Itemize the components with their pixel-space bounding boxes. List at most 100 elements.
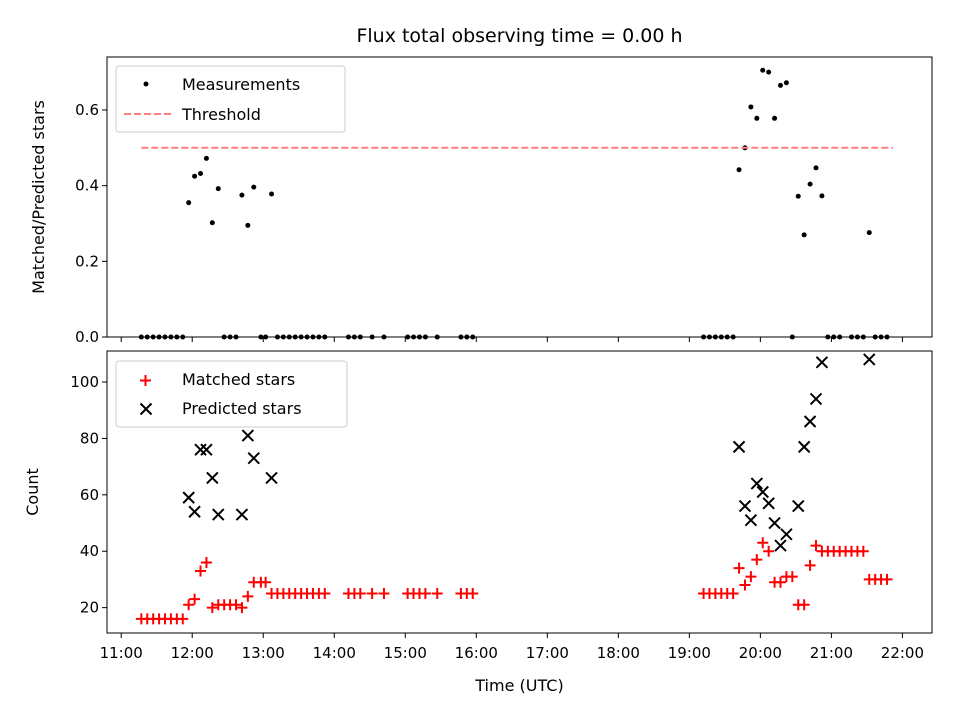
x-axis-label: Time (UTC) [474, 676, 563, 695]
top-y-axis-label: Matched/Predicted stars [29, 100, 48, 294]
bottom-predicted-stars-point-21 [803, 415, 817, 428]
bottom-predicted-stars-point-15 [762, 497, 775, 510]
bottom-matched-stars-point-58 [774, 576, 786, 588]
x-tick-label-0: 11:00 [100, 644, 143, 662]
top-chart-title: Flux total observing time = 0.00 h [356, 25, 682, 47]
bottom-y-tick-label-3: 80 [80, 429, 99, 447]
bottom-predicted-stars-point-22 [809, 392, 823, 406]
top-measurements-point-8 [186, 200, 192, 206]
top-measurements-point-19 [251, 184, 257, 190]
bottom-predicted-stars-point-16 [768, 516, 781, 530]
bottom-matched-stars-point-18 [242, 590, 254, 602]
bottom-matched-stars-point-56 [763, 545, 775, 557]
bottom-predicted-stars-point-11 [738, 499, 752, 513]
top-plot: 0.0 0.2 0.4 0.6 [75, 56, 933, 346]
bottom-matched-stars-point-53 [745, 571, 757, 583]
legend-label-threshold: Threshold [181, 105, 261, 124]
legend-label-predicted: Predicted stars [182, 399, 302, 418]
bottom-predicted-stars-point-4 [206, 471, 219, 485]
legend-marker-measurements [143, 81, 149, 87]
top-measurements-point-57 [772, 115, 778, 121]
bottom-matched-stars-point-62 [798, 599, 810, 611]
bottom-predicted-stars-point-5 [212, 508, 225, 521]
top-measurements-point-54 [754, 115, 760, 121]
bottom-y-axis-label: Count [23, 468, 42, 516]
bottom-legend-box [115, 360, 348, 428]
bottom-matched-stars-point-31 [319, 588, 331, 600]
x-tick-label-6: 17:00 [526, 644, 569, 662]
top-measurements-point-72 [866, 230, 872, 236]
x-tick-label-8: 19:00 [668, 644, 711, 662]
bottom-predicted-stars-point-3 [200, 443, 213, 456]
legend-marker-matched [140, 375, 151, 386]
top-legend-box [115, 65, 346, 133]
bottom-predicted-stars-point-20 [797, 440, 811, 454]
bottom-predicted-stars-point-6 [235, 508, 249, 521]
legend-label-matched: Matched stars [182, 370, 295, 389]
top-measurements-point-59 [783, 80, 789, 86]
top-measurements-point-9 [192, 173, 198, 179]
bottom-matched-stars-point-50 [727, 588, 739, 600]
bottom-matched-stars-point-34 [354, 588, 366, 600]
bottom-matched-stars-point-41 [431, 588, 443, 600]
top-measurements-point-10 [198, 171, 204, 177]
bottom-matched-stars-point-11 [200, 557, 212, 568]
top-y-tick-label-1: 0.2 [75, 252, 99, 270]
bottom-matched-stars-point-10 [195, 565, 207, 577]
bottom-predicted-stars-point-12 [744, 513, 758, 527]
bottom-matched-stars-point-7 [177, 613, 189, 625]
bottom-matched-stars-point-60 [786, 571, 798, 583]
bottom-matched-stars-point-16 [230, 599, 242, 611]
x-tick-label-11: 22:00 [881, 644, 924, 662]
top-y-tick-label-2: 0.4 [75, 177, 99, 195]
bottom-matched-stars-point-54 [751, 554, 763, 566]
bottom-y-tick-label-2: 60 [80, 486, 99, 504]
top-y-tick-label-0: 0.0 [75, 328, 99, 346]
bottom-predicted-stars-point-8 [247, 451, 260, 465]
bottom-predicted-stars-point-9 [265, 471, 278, 485]
top-axes-frame [106, 56, 933, 338]
top-measurements-point-63 [807, 181, 813, 187]
top-measurements-point-55 [760, 67, 766, 73]
x-tick-label-9: 20:00 [739, 644, 782, 662]
bottom-predicted-stars-point-7 [241, 429, 255, 442]
top-measurements-point-11 [203, 155, 209, 161]
bottom-legend: Matched stars Predicted stars [115, 360, 348, 428]
top-measurements-point-18 [245, 222, 251, 228]
bottom-matched-stars-point-17 [236, 602, 248, 614]
bottom-matched-stars-point-55 [757, 537, 769, 549]
top-measurements-point-51 [736, 167, 742, 173]
top-y-tick-label-3: 0.6 [75, 101, 99, 119]
bottom-matched-stars-point-51 [733, 562, 745, 574]
x-tick-label-3: 14:00 [313, 644, 356, 662]
bottom-matched-stars-point-40 [419, 588, 431, 600]
x-tick-label-1: 12:00 [171, 644, 214, 662]
x-tick-label-10: 21:00 [810, 644, 853, 662]
bottom-matched-stars-point-8 [183, 599, 195, 611]
top-legend: Measurements Threshold [115, 65, 346, 133]
bottom-matched-stars-point-52 [739, 579, 751, 591]
bottom-predicted-stars-point-14 [756, 485, 769, 499]
top-measurements-point-12 [209, 220, 215, 226]
bottom-matched-stars-point-72 [857, 545, 869, 557]
x-tick-label-2: 13:00 [242, 644, 285, 662]
bottom-predicted-stars-point-2 [194, 443, 207, 456]
bottom-matched-stars-point-63 [804, 559, 816, 571]
top-measurements-point-62 [801, 232, 807, 238]
top-measurements-point-53 [748, 104, 754, 110]
bottom-predicted-stars-point-13 [750, 477, 764, 490]
top-measurements-point-17 [239, 192, 245, 198]
bottom-matched-stars-point-21 [260, 576, 272, 588]
top-measurements-point-58 [777, 82, 783, 88]
bottom-plot: 20 40 60 80 100 11:00 12:00 13:00 14:00 15:00 16:0… [70, 350, 933, 662]
bottom-matched-stars-point-44 [467, 588, 479, 600]
bottom-axes-frame [106, 350, 933, 634]
bottom-y-tick-label-0: 20 [80, 599, 99, 617]
x-tick-label-7: 18:00 [597, 644, 640, 662]
bottom-predicted-stars-point-0 [182, 491, 195, 504]
x-tick-label-5: 16:00 [455, 644, 498, 662]
bottom-predicted-stars-point-17 [774, 539, 787, 552]
top-measurements-point-13 [215, 186, 221, 192]
bottom-predicted-stars-point-23 [815, 356, 829, 369]
